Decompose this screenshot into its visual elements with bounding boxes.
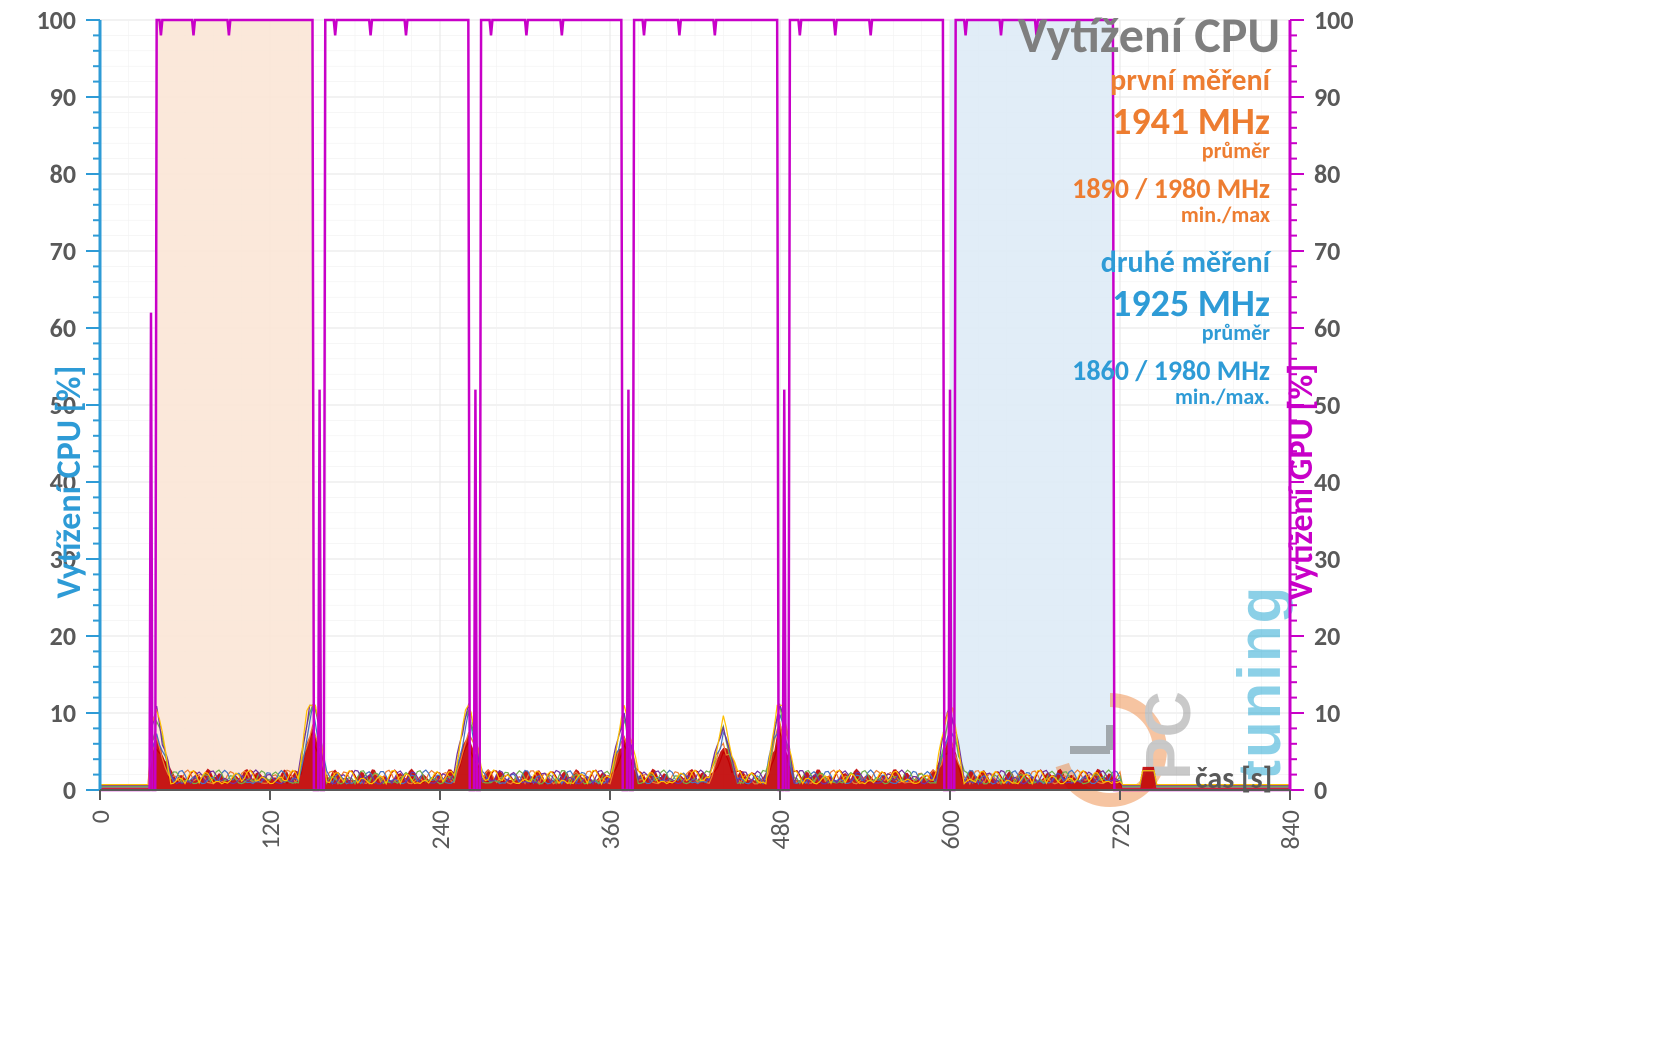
x-tick-label: 120: [254, 810, 286, 850]
annot-m1-heading: první měření: [1110, 62, 1272, 99]
x-tick-label: 840: [1274, 810, 1306, 850]
y-right-axis-title: Vytížení GPU [%]: [1281, 364, 1322, 601]
y-left-axis-title: Vytížení CPU [%]: [49, 366, 90, 599]
y-left-tick-label: 90: [50, 81, 76, 113]
annot-m2-average-label: průměr: [1202, 319, 1270, 346]
x-tick-label: 0: [84, 810, 116, 823]
y-left-tick-label: 100: [36, 4, 76, 36]
x-tick-label: 720: [1104, 810, 1136, 850]
annot-m2-minmax-label: min./max.: [1175, 383, 1270, 410]
y-left-tick-label: 20: [50, 620, 76, 652]
x-tick-label: 600: [934, 810, 966, 850]
annot-m1-minmax-label: min./max: [1181, 201, 1270, 228]
y-right-tick-label: 0: [1314, 774, 1327, 806]
chart-title: Vytížení CPU: [1018, 5, 1280, 66]
y-left-tick-label: 80: [50, 158, 76, 190]
x-axis-title: čas [s]: [1195, 760, 1272, 797]
x-tick-label: 360: [594, 810, 626, 850]
annot-m1-average-label: průměr: [1202, 137, 1270, 164]
cpu-gpu-utilization-chart: tuningPC0102030405060708090100Vytížení C…: [0, 0, 1654, 1043]
svg-text:tuning: tuning: [1226, 585, 1293, 780]
svg-text:PC: PC: [1132, 691, 1204, 780]
y-right-tick-label: 60: [1314, 312, 1340, 344]
annot-m2-heading: druhé měření: [1101, 244, 1272, 281]
y-axis-left: 0102030405060708090100Vytížení CPU [%]: [36, 4, 100, 806]
y-left-tick-label: 0: [63, 774, 76, 806]
y-right-tick-label: 10: [1314, 697, 1340, 729]
shaded-region: [950, 20, 1113, 790]
y-right-tick-label: 90: [1314, 81, 1340, 113]
shaded-region: [157, 20, 313, 790]
y-right-tick-label: 80: [1314, 158, 1340, 190]
x-tick-label: 480: [764, 810, 796, 850]
y-left-tick-label: 70: [50, 235, 76, 267]
y-right-tick-label: 20: [1314, 620, 1340, 652]
y-right-tick-label: 100: [1314, 4, 1354, 36]
y-right-tick-label: 70: [1314, 235, 1340, 267]
y-left-tick-label: 60: [50, 312, 76, 344]
x-tick-label: 240: [424, 810, 456, 850]
y-left-tick-label: 10: [50, 697, 76, 729]
